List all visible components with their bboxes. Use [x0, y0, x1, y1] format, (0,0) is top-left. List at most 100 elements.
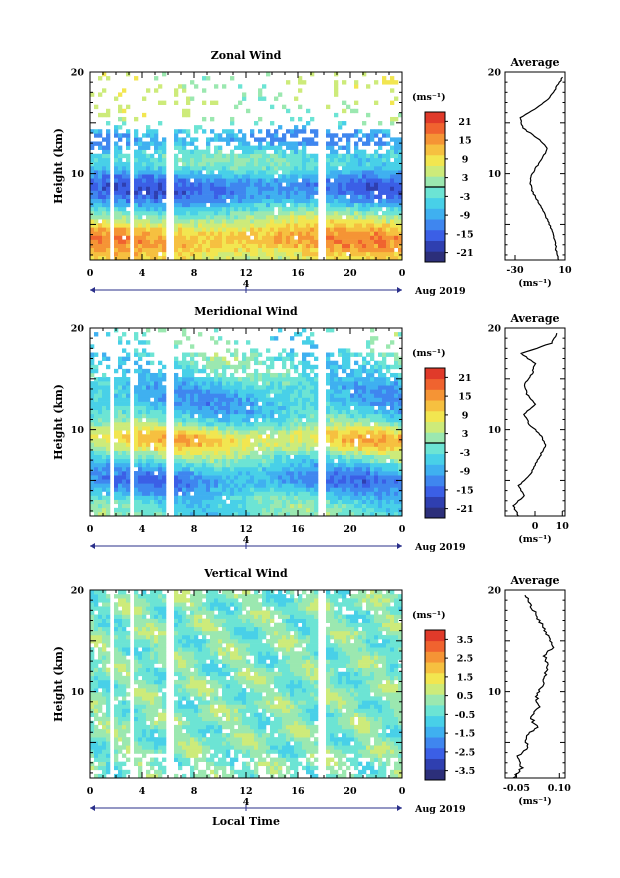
heatmap-cell	[278, 235, 282, 239]
heatmap-cell	[234, 146, 238, 150]
heatmap-cell	[214, 410, 218, 414]
heatmap-cell	[238, 215, 242, 219]
heatmap-cell	[206, 170, 210, 174]
heatmap-cell	[286, 463, 290, 467]
heatmap-cell	[206, 186, 210, 190]
heatmap-cell	[306, 406, 310, 410]
heatmap-cell	[146, 475, 150, 479]
heatmap-cell	[282, 162, 286, 166]
heatmap-cell	[374, 215, 378, 219]
heatmap-cell	[314, 235, 318, 239]
heatmap-cell	[222, 377, 226, 381]
heatmap-cell	[126, 467, 130, 471]
heatmap-cell	[190, 141, 194, 145]
heatmap-cell	[238, 207, 242, 211]
heatmap-cell	[314, 377, 318, 381]
heatmap-cell	[226, 129, 230, 133]
heatmap-cell	[146, 223, 150, 227]
heatmap-cell	[158, 227, 162, 231]
heatmap-cell	[370, 199, 374, 203]
heatmap-cell	[282, 504, 286, 508]
heatmap-cell	[330, 459, 334, 463]
heatmap-cell	[178, 463, 182, 467]
heatmap-cell	[378, 475, 382, 479]
heatmap-cell	[134, 430, 138, 434]
heatmap-cell	[338, 487, 342, 491]
heatmap-cell	[122, 410, 126, 414]
heatmap-cell	[162, 186, 166, 190]
heatmap-cell	[302, 442, 306, 446]
heatmap-cell	[258, 195, 262, 199]
heatmap-cell	[190, 385, 194, 389]
heatmap-cell	[126, 353, 130, 357]
heatmap-cell	[346, 182, 350, 186]
heatmap-cell	[158, 121, 162, 125]
heatmap-cell	[346, 442, 350, 446]
heatmap-cell	[134, 154, 138, 158]
heatmap-cell	[122, 402, 126, 406]
heatmap-cell	[346, 483, 350, 487]
heatmap-cell	[190, 434, 194, 438]
heatmap-cell	[250, 504, 254, 508]
heatmap-cell	[326, 158, 330, 162]
heatmap-cell	[90, 182, 94, 186]
heatmap-cell	[354, 166, 358, 170]
heatmap-cell	[178, 166, 182, 170]
heatmap-cell	[198, 215, 202, 219]
heatmap-cell	[102, 455, 106, 459]
heatmap-cell	[186, 129, 190, 133]
heatmap-cell	[238, 487, 242, 491]
heatmap-cell	[218, 418, 222, 422]
heatmap-cell	[98, 483, 102, 487]
heatmap-cell	[374, 377, 378, 381]
heatmap-cell	[342, 101, 346, 105]
heatmap-cell	[346, 191, 350, 195]
heatmap-cell	[106, 487, 110, 491]
heatmap-cell	[330, 162, 334, 166]
heatmap-cell	[358, 186, 362, 190]
heatmap-cell	[294, 141, 298, 145]
heatmap-cells	[90, 72, 402, 260]
heatmap-cell	[370, 340, 374, 344]
heatmap-cell	[338, 248, 342, 252]
heatmap-cell	[350, 475, 354, 479]
heatmap-cell	[350, 377, 354, 381]
heatmap-cell	[378, 353, 382, 357]
heatmap-cell	[362, 170, 366, 174]
average-y-tick-label: 20	[488, 68, 502, 79]
heatmap-cell	[210, 137, 214, 141]
heatmap-cell	[306, 479, 310, 483]
heatmap-cell	[202, 496, 206, 500]
heatmap-cell	[150, 451, 154, 455]
heatmap-cell	[106, 357, 110, 361]
heatmap-cell	[218, 389, 222, 393]
heatmap-cell	[390, 199, 394, 203]
heatmap-cell	[290, 496, 294, 500]
heatmap-cell	[234, 158, 238, 162]
heatmap-cell	[254, 137, 258, 141]
heatmap-cell	[390, 137, 394, 141]
heatmap-cell	[190, 410, 194, 414]
heatmap-cell	[194, 235, 198, 239]
heatmap-cell	[350, 500, 354, 504]
heatmap-cell	[222, 500, 226, 504]
heatmap-cell	[294, 369, 298, 373]
heatmap-cell	[238, 434, 242, 438]
heatmap-cell	[274, 182, 278, 186]
heatmap-cell	[146, 467, 150, 471]
heatmap-cell	[190, 402, 194, 406]
heatmap-cell	[298, 80, 302, 84]
heatmap-cell	[298, 240, 302, 244]
heatmap-cell	[226, 487, 230, 491]
heatmap-cell	[290, 504, 294, 508]
heatmap-cell	[286, 487, 290, 491]
heatmap-cell	[234, 430, 238, 434]
heatmap-cell	[190, 406, 194, 410]
heatmap-cell	[114, 211, 118, 215]
heatmap-cell	[114, 199, 118, 203]
heatmap-cell	[182, 361, 186, 365]
heatmap-cell	[294, 154, 298, 158]
heatmap-cell	[178, 487, 182, 491]
heatmap-cell	[302, 125, 306, 129]
heatmap-cell	[174, 178, 178, 182]
